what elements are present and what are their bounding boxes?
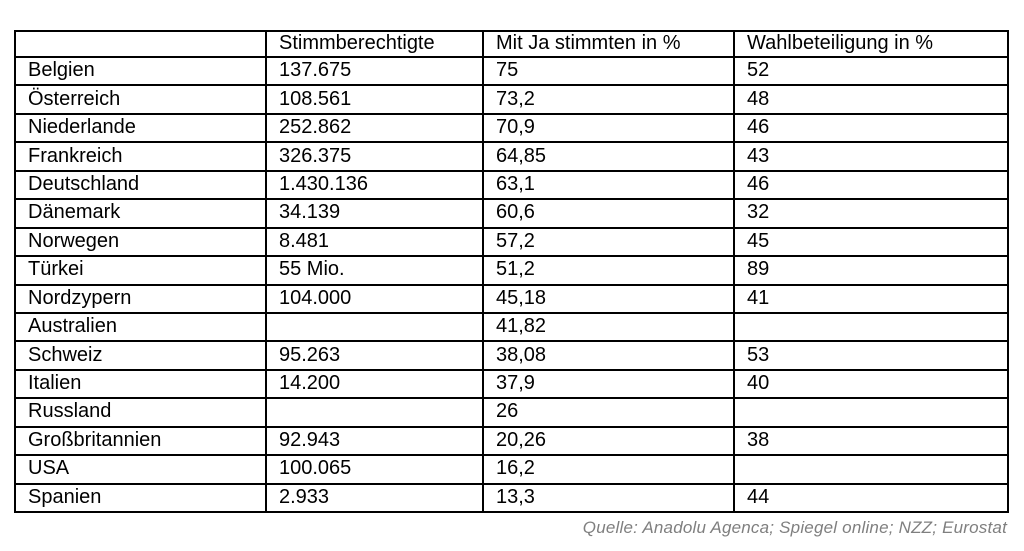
table-row: Norwegen 8.481 57,2 45 — [14, 226, 1009, 258]
wahlbeteiligung-cell — [733, 454, 1009, 485]
stimmberechtigte-cell: 1.430.136 — [265, 169, 484, 201]
ja-prozent-cell: 13,3 — [482, 482, 735, 514]
wahlbeteiligung-cell: 41 — [733, 283, 1009, 314]
country-cell: Österreich — [14, 84, 267, 115]
ja-prozent-cell: 57,2 — [482, 226, 735, 258]
country-cell: Norwegen — [14, 226, 267, 258]
column-header-wahlbeteiligung: Wahlbeteiligung in % — [733, 30, 1009, 58]
wahlbeteiligung-cell: 46 — [733, 112, 1009, 144]
table-row: Niederlande 252.862 70,9 46 — [14, 112, 1009, 144]
ja-prozent-cell: 16,2 — [482, 454, 735, 485]
table-row: Nordzypern 104.000 45,18 41 — [14, 283, 1009, 314]
table-row: Spanien 2.933 13,3 44 — [14, 482, 1009, 514]
ja-prozent-cell: 41,82 — [482, 311, 735, 343]
wahlbeteiligung-cell: 46 — [733, 169, 1009, 201]
ja-prozent-cell: 60,6 — [482, 198, 735, 229]
country-cell: Russland — [14, 397, 267, 428]
country-cell: Türkei — [14, 255, 267, 286]
table-row: Österreich 108.561 73,2 48 — [14, 84, 1009, 115]
ja-prozent-cell: 26 — [482, 397, 735, 428]
table-row: Australien 41,82 — [14, 311, 1009, 343]
stimmberechtigte-cell: 104.000 — [265, 283, 484, 314]
country-cell: Niederlande — [14, 112, 267, 144]
stimmberechtigte-cell: 92.943 — [265, 425, 484, 457]
stimmberechtigte-cell — [265, 311, 484, 343]
country-cell: Frankreich — [14, 141, 267, 172]
country-cell: Großbritannien — [14, 425, 267, 457]
stimmberechtigte-cell: 100.065 — [265, 454, 484, 485]
table-row: Dänemark 34.139 60,6 32 — [14, 198, 1009, 229]
ja-prozent-cell: 20,26 — [482, 425, 735, 457]
column-header-stimmberechtigte: Stimmberechtigte — [265, 30, 484, 58]
wahlbeteiligung-cell — [733, 311, 1009, 343]
table-row: Russland 26 — [14, 397, 1009, 428]
stimmberechtigte-cell: 95.263 — [265, 340, 484, 371]
wahlbeteiligung-cell: 89 — [733, 255, 1009, 286]
ja-prozent-cell: 45,18 — [482, 283, 735, 314]
ja-prozent-cell: 37,9 — [482, 368, 735, 400]
ja-prozent-cell: 70,9 — [482, 112, 735, 144]
wahlbeteiligung-cell: 43 — [733, 141, 1009, 172]
ja-prozent-cell: 38,08 — [482, 340, 735, 371]
column-header-country — [14, 30, 267, 58]
ja-prozent-cell: 51,2 — [482, 255, 735, 286]
country-cell: Australien — [14, 311, 267, 343]
stimmberechtigte-cell: 8.481 — [265, 226, 484, 258]
stimmberechtigte-cell: 55 Mio. — [265, 255, 484, 286]
table-row: Türkei 55 Mio. 51,2 89 — [14, 255, 1009, 286]
wahlbeteiligung-cell: 40 — [733, 368, 1009, 400]
country-cell: Nordzypern — [14, 283, 267, 314]
wahlbeteiligung-cell: 53 — [733, 340, 1009, 371]
table-row: USA 100.065 16,2 — [14, 454, 1009, 485]
country-cell: Schweiz — [14, 340, 267, 371]
ja-prozent-cell: 64,85 — [482, 141, 735, 172]
referendum-table: Stimmberechtigte Mit Ja stimmten in % Wa… — [14, 30, 1009, 514]
country-cell: Spanien — [14, 482, 267, 514]
table-row: Belgien 137.675 75 52 — [14, 55, 1009, 87]
table-body: Belgien 137.675 75 52 Österreich 108.561 73,2 4… — [14, 55, 1009, 514]
country-cell: Deutschland — [14, 169, 267, 201]
ja-prozent-cell: 63,1 — [482, 169, 735, 201]
country-cell: Italien — [14, 368, 267, 400]
table-row: Frankreich 326.375 64,85 43 — [14, 141, 1009, 172]
column-header-ja-prozent: Mit Ja stimmten in % — [482, 30, 735, 58]
wahlbeteiligung-cell: 32 — [733, 198, 1009, 229]
ja-prozent-cell: 75 — [482, 55, 735, 87]
wahlbeteiligung-cell: 38 — [733, 425, 1009, 457]
wahlbeteiligung-cell: 48 — [733, 84, 1009, 115]
table-row: Schweiz 95.263 38,08 53 — [14, 340, 1009, 371]
wahlbeteiligung-cell: 52 — [733, 55, 1009, 87]
stimmberechtigte-cell: 108.561 — [265, 84, 484, 115]
ja-prozent-cell: 73,2 — [482, 84, 735, 115]
header-row: Stimmberechtigte Mit Ja stimmten in % Wa… — [14, 30, 1009, 58]
stimmberechtigte-cell: 252.862 — [265, 112, 484, 144]
source-note: Quelle: Anadolu Agenca; Spiegel online; … — [582, 518, 1007, 537]
stimmberechtigte-cell: 14.200 — [265, 368, 484, 400]
stimmberechtigte-cell: 326.375 — [265, 141, 484, 172]
stimmberechtigte-cell — [265, 397, 484, 428]
country-cell: Belgien — [14, 55, 267, 87]
wahlbeteiligung-cell — [733, 397, 1009, 428]
country-cell: USA — [14, 454, 267, 485]
stimmberechtigte-cell: 2.933 — [265, 482, 484, 514]
table-row: Italien 14.200 37,9 40 — [14, 368, 1009, 400]
stimmberechtigte-cell: 34.139 — [265, 198, 484, 229]
wahlbeteiligung-cell: 45 — [733, 226, 1009, 258]
country-cell: Dänemark — [14, 198, 267, 229]
table-row: Deutschland 1.430.136 63,1 46 — [14, 169, 1009, 201]
stimmberechtigte-cell: 137.675 — [265, 55, 484, 87]
wahlbeteiligung-cell: 44 — [733, 482, 1009, 514]
table-row: Großbritannien 92.943 20,26 38 — [14, 425, 1009, 457]
